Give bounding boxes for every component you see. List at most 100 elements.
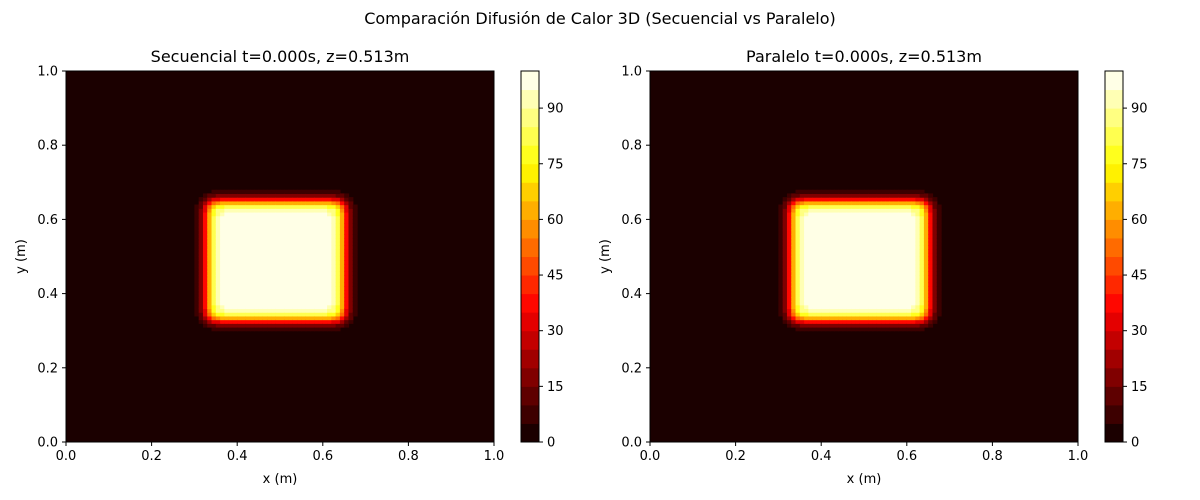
heatmap-cell [198, 234, 204, 239]
heatmap-cell [297, 200, 302, 206]
heatmap-cell [262, 226, 268, 232]
heatmap-cell [297, 219, 302, 224]
heatmap-cell [292, 301, 298, 306]
heatmap-cell [906, 226, 912, 232]
heatmap-cell [923, 275, 929, 280]
heatmap-cell [318, 208, 324, 213]
heatmap-cell [928, 297, 934, 302]
heatmap-cell [812, 219, 818, 224]
heatmap-cell [280, 315, 285, 321]
heatmap-cell [786, 282, 792, 287]
heatmap-cell [305, 263, 311, 269]
heatmap-cell [224, 301, 230, 306]
heatmap-cell [292, 282, 298, 287]
heatmap-cell [928, 260, 934, 265]
heatmap-cell [254, 245, 260, 250]
heatmap-cell [846, 204, 852, 209]
heatmap-cell [915, 323, 921, 328]
heatmap-cell [906, 189, 912, 195]
heatmap-cell [327, 249, 332, 254]
heatmap-cell [851, 234, 857, 239]
heatmap-cell [339, 289, 345, 295]
heatmap-cell [782, 282, 788, 287]
heatmap-cell [872, 286, 878, 291]
heatmap-cell [275, 282, 281, 287]
heatmap-cell [911, 256, 916, 261]
heatmap-cell [898, 193, 904, 198]
heatmap-cell [906, 211, 912, 217]
heatmap-cell [322, 200, 328, 206]
heatmap-cell [301, 249, 307, 254]
heatmap-cell [795, 204, 801, 209]
heatmap-cell [344, 315, 350, 321]
heatmap-cell [280, 249, 285, 254]
heatmap-cell [250, 208, 255, 213]
heatmap-cell [301, 226, 307, 232]
heatmap-cell [297, 319, 302, 324]
colorbar-segment [1105, 256, 1123, 276]
heatmap-cell [297, 312, 302, 317]
heatmap-cell [284, 189, 290, 195]
heatmap-cell [915, 215, 921, 220]
heatmap-cell [301, 245, 307, 250]
heatmap-cell [288, 245, 294, 250]
heatmap-cell [808, 304, 814, 310]
heatmap-cell [331, 319, 337, 324]
heatmap-cell [864, 301, 869, 306]
heatmap-cell [224, 319, 230, 324]
heatmap-cell [309, 301, 315, 306]
heatmap-cell [309, 245, 315, 250]
heatmap-cell [318, 211, 324, 217]
heatmap-cell [322, 304, 328, 310]
heatmap-cell [297, 215, 302, 220]
heatmap-cell [297, 326, 302, 332]
heatmap-cell [885, 297, 891, 302]
heatmap-cell [778, 301, 784, 306]
heatmap-cell [314, 237, 320, 243]
heatmap-cell [215, 319, 221, 324]
heatmap-cell [799, 234, 805, 239]
heatmap-cell [825, 252, 831, 258]
heatmap-cell [288, 234, 294, 239]
heatmap-cell [215, 271, 221, 276]
heatmap-cell [911, 289, 916, 295]
heatmap-cell [232, 223, 238, 228]
heatmap-cell [911, 249, 916, 254]
heatmap-cell [795, 241, 801, 246]
heatmap-cell [851, 200, 857, 206]
heatmap-cell [842, 252, 848, 258]
heatmap-cell [254, 301, 260, 306]
heatmap-cell [327, 226, 332, 232]
heatmap-cell [250, 315, 255, 321]
heatmap-cell [297, 193, 302, 198]
heatmap-cell [834, 193, 839, 198]
heatmap-cell [228, 263, 234, 269]
heatmap-cell [872, 308, 878, 313]
heatmap-cell [207, 315, 213, 321]
heatmap-cell [352, 223, 358, 228]
heatmap-cell [911, 304, 916, 310]
heatmap-cell [305, 219, 311, 224]
heatmap-cell [288, 252, 294, 258]
heatmap-cell [936, 304, 942, 310]
heatmap-cell [821, 237, 827, 243]
heatmap-cell [258, 208, 264, 213]
heatmap-cell [786, 215, 792, 220]
heatmap-cell [829, 256, 835, 261]
heatmap-cell [275, 315, 281, 321]
heatmap-cell [868, 278, 874, 284]
heatmap-cell [825, 226, 831, 232]
heatmap-cell [250, 249, 255, 254]
heatmap-cell [791, 297, 797, 302]
heatmap-cell [301, 263, 307, 269]
heatmap-cell [816, 204, 822, 209]
heatmap-cell [322, 234, 328, 239]
heatmap-cell [808, 230, 814, 235]
y-tick-label: 1.0 [37, 65, 58, 80]
heatmap-cell [250, 189, 255, 195]
heatmap-cell [834, 197, 839, 202]
heatmap-cell [872, 249, 878, 254]
x-axis-label: x (m) [263, 472, 298, 487]
heatmap-cell [207, 252, 213, 258]
heatmap-cell [782, 226, 788, 232]
